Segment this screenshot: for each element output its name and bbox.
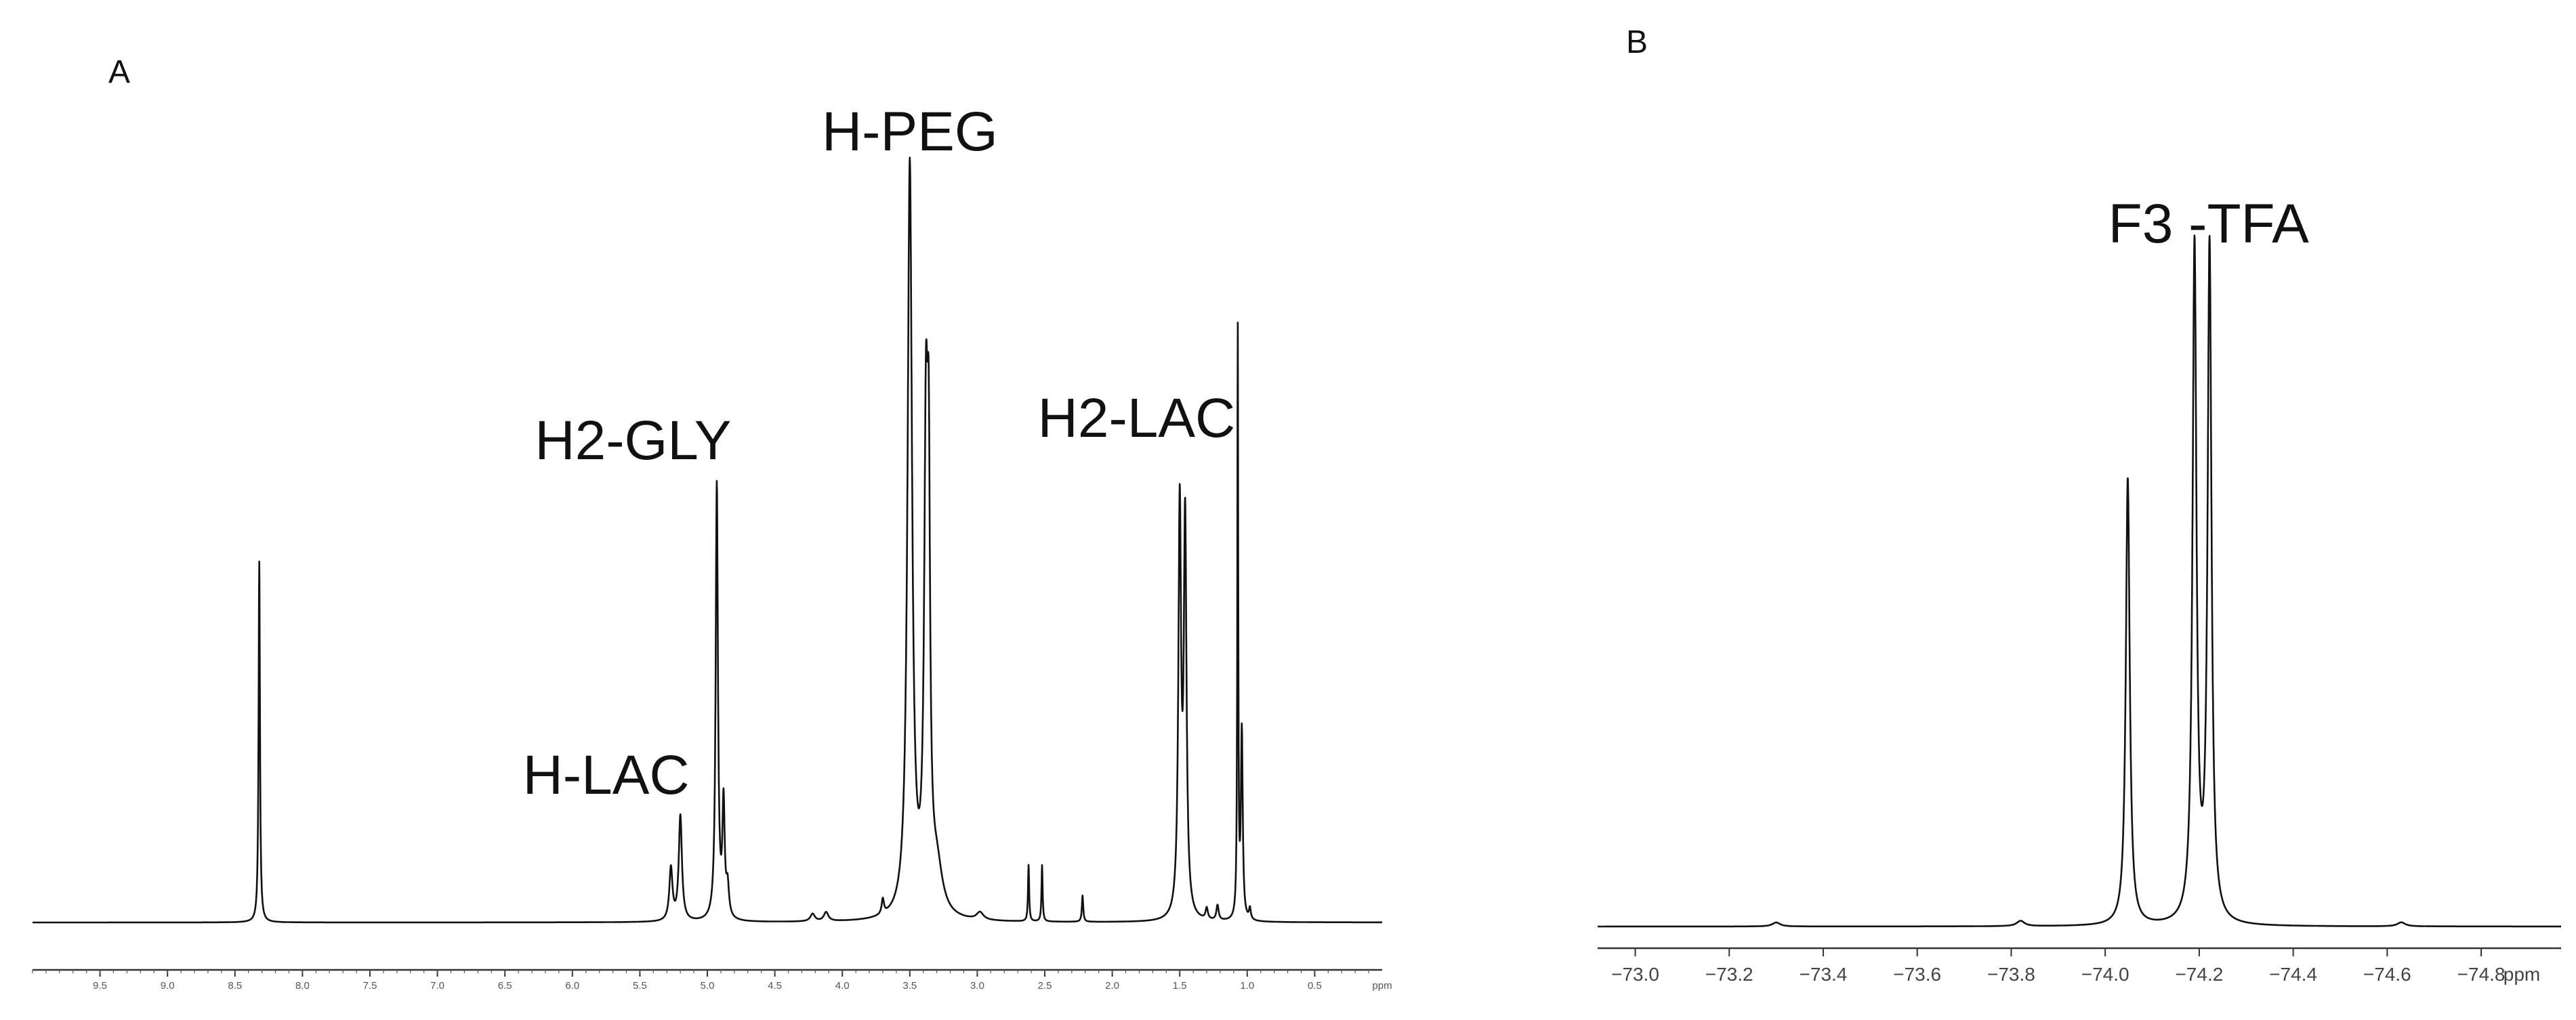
- x-tick-label: 1.0: [1240, 980, 1254, 992]
- spectrum-panel-a: 9.5 9.0 8.5 8.0 7.5 7.0 6.5 6.0 5.5 5.0 4.5 4.0 3.5 3…: [32, 101, 1392, 992]
- x-tick-label: 4.0: [835, 980, 850, 992]
- x-tick-label: 0.5: [1308, 980, 1322, 992]
- x-tick-label: −73.4: [1800, 964, 1848, 985]
- x-tick-label: −74.4: [2269, 964, 2317, 985]
- x-tick-label: −74.0: [2081, 964, 2130, 985]
- x-tick-label: 8.0: [295, 980, 310, 992]
- x-tick-label: −73.6: [1893, 964, 1941, 985]
- x-tick-label: 9.0: [161, 980, 175, 992]
- x-tick-label: −73.8: [1987, 964, 2035, 985]
- x-tick-label: 2.5: [1038, 980, 1052, 992]
- x-tick-label: 7.5: [363, 980, 377, 992]
- x-tick-label: −74.2: [2175, 964, 2223, 985]
- x-unit-label: ppm: [1372, 980, 1392, 992]
- x-tick-label: 8.5: [228, 980, 242, 992]
- x-tick-label: 5.5: [633, 980, 647, 992]
- spectrum-trace: [1596, 234, 2562, 928]
- x-tick-label: −73.2: [1705, 964, 1753, 985]
- peak-annotation: H2-LAC: [1038, 387, 1236, 449]
- peak-annotation: H-PEG: [822, 101, 998, 163]
- x-tick-label: 1.5: [1173, 980, 1187, 992]
- peak-annotation: H2-GLY: [535, 410, 731, 471]
- x-tick-label: 4.5: [768, 980, 782, 992]
- x-tick-label: 9.5: [93, 980, 107, 992]
- x-tick-label: −73.0: [1611, 964, 1659, 985]
- x-tick-label: 3.5: [902, 980, 917, 992]
- x-tick-label: 7.0: [430, 980, 444, 992]
- spectrum-panel-b: −73.0 −73.2 −73.4 −73.6 −73.8 −74.0 −74.2 −74.4…: [1596, 193, 2562, 985]
- x-tick-label: 6.5: [498, 980, 512, 992]
- x-tick-label: 2.0: [1105, 980, 1119, 992]
- spectrum-trace: [32, 156, 1383, 924]
- panel-a-letter: A: [108, 54, 130, 90]
- x-tick-label: −74.6: [2363, 964, 2411, 985]
- x-tick-label: 6.0: [565, 980, 579, 992]
- x-tick-label: 3.0: [970, 980, 984, 992]
- x-tick-label: 5.0: [701, 980, 715, 992]
- x-unit-label: ppm: [2504, 964, 2540, 985]
- x-tick-label: −74.8: [2457, 964, 2506, 985]
- panel-b-letter: B: [1626, 24, 1648, 60]
- peak-annotation: F3 -TFA: [2108, 193, 2309, 255]
- peak-annotation: H-LAC: [523, 744, 690, 806]
